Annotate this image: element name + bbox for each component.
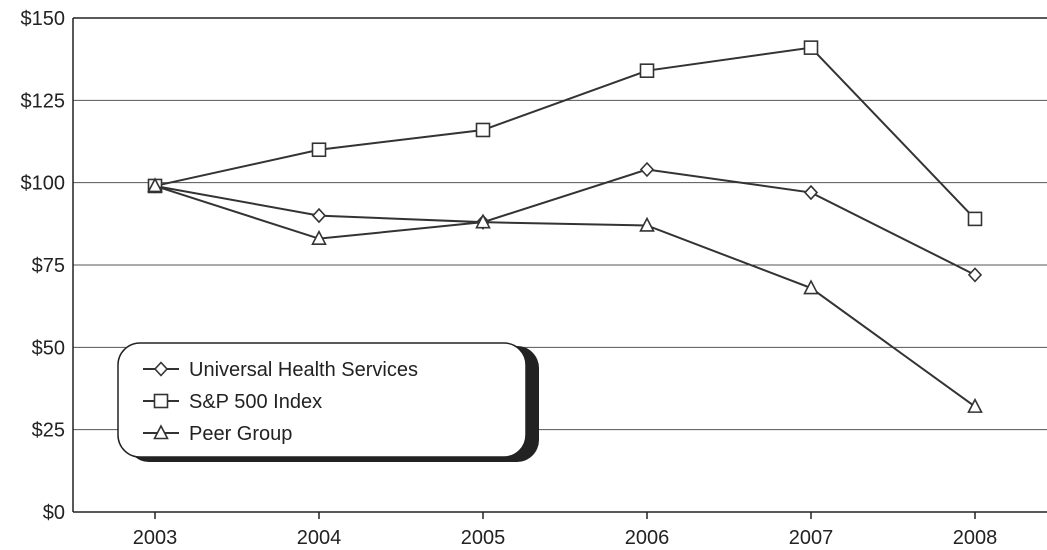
- triangle-marker: [967, 397, 983, 413]
- square-marker: [311, 142, 327, 158]
- legend: Universal Health Services S&P 500 Index Pe…: [117, 342, 539, 462]
- square-marker: [639, 63, 655, 78]
- legend-items: Universal Health Services S&P 500 Index Pe…: [143, 359, 418, 445]
- diamond-marker: [803, 184, 819, 201]
- legend-diamond-marker: [153, 361, 169, 377]
- triangle-marker: [311, 229, 327, 245]
- legend-square-marker: [153, 393, 169, 409]
- diamond-marker: [311, 207, 327, 224]
- y-tick-label: $50: [32, 337, 65, 359]
- y-tick-label: $150: [21, 8, 66, 30]
- y-tick-label: $75: [32, 255, 65, 277]
- axes: [72, 17, 1047, 519]
- square-marker: [967, 211, 983, 227]
- legend-box: [117, 342, 527, 458]
- triangle-marker: [147, 177, 163, 193]
- y-axis-tick-labels: $0 $25 $50 $75 $100 $125 $150: [21, 8, 66, 524]
- y-tick-label: $25: [32, 420, 65, 442]
- x-tick-label: 2005: [461, 527, 506, 549]
- series-line: [154, 168, 976, 276]
- legend-entry: Universal Health Services: [143, 359, 418, 381]
- y-tick-label: $0: [43, 502, 65, 524]
- square-marker: [803, 40, 819, 55]
- triangle-marker: [639, 216, 655, 232]
- x-tick-label: 2007: [789, 527, 834, 549]
- x-tick-label: 2004: [297, 527, 342, 549]
- series-triangle: [147, 177, 983, 413]
- y-tick-label: $100: [21, 173, 66, 195]
- legend-entry: S&P 500 Index: [143, 391, 322, 413]
- legend-label: S&P 500 Index: [189, 391, 322, 413]
- series-diamond: [147, 161, 983, 283]
- triangle-marker: [803, 279, 819, 295]
- x-tick-label: 2006: [625, 527, 670, 549]
- legend-label: Universal Health Services: [189, 359, 418, 381]
- series-line: [154, 46, 976, 220]
- triangle-marker: [475, 213, 491, 229]
- square-marker: [475, 122, 491, 138]
- y-tick-label: $125: [21, 90, 66, 112]
- series-group: [147, 40, 983, 413]
- legend-entry: Peer Group: [143, 423, 292, 445]
- x-tick-label: 2003: [133, 527, 178, 549]
- diamond-marker: [967, 267, 983, 283]
- series-line: [154, 185, 976, 408]
- legend-triangle-marker: [153, 424, 169, 440]
- series-square: [147, 40, 983, 227]
- diamond-marker: [639, 161, 655, 178]
- x-axis-tick-labels: 2003 2004 2005 2006 2007 2008: [133, 527, 998, 549]
- legend-label: Peer Group: [189, 423, 292, 445]
- x-tick-label: 2008: [953, 527, 998, 549]
